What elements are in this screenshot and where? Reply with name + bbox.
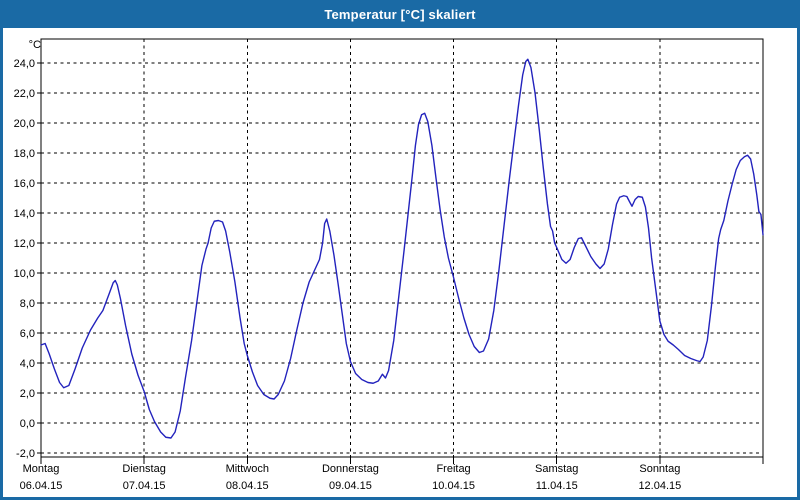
y-unit-label: °C [29, 39, 41, 51]
y-tick-label: 10,0 [14, 268, 35, 280]
y-tick-label: 8,0 [20, 298, 35, 310]
x-day-date-label: 10.04.15 [432, 480, 475, 492]
x-day-name-label: Freitag [436, 463, 470, 475]
x-day-date-label: 09.04.15 [329, 480, 372, 492]
x-day-date-label: 08.04.15 [226, 480, 269, 492]
grid [41, 39, 763, 457]
x-day-date-label: 06.04.15 [20, 480, 63, 492]
window-title: Temperatur [°C] skaliert [324, 6, 476, 22]
y-tick-label: 2,0 [20, 388, 35, 400]
x-day-name-label: Sonntag [639, 463, 680, 475]
x-day-name-label: Mittwoch [226, 463, 269, 475]
title-bar: Temperatur [°C] skaliert [3, 0, 797, 28]
y-tick-label: 16,0 [14, 178, 35, 190]
temperature-line [40, 58, 764, 439]
axes [37, 38, 764, 464]
y-tick-label: 0,0 [20, 418, 35, 430]
temperature-chart: -2,0 0,0 2,0 4,0 6,0 8,0 10,0 12,0 14,0 16,0 18,0 2… [14, 38, 764, 492]
x-day-name-label: Dienstag [122, 463, 165, 475]
plot-border [40, 38, 764, 458]
x-day-date-label: 07.04.15 [123, 480, 166, 492]
y-tick-label: 22,0 [14, 88, 35, 100]
x-day-name-label: Donnerstag [322, 463, 379, 475]
y-tick-label: 4,0 [20, 358, 35, 370]
y-tick-label: 20,0 [14, 118, 35, 130]
y-tick-label: 18,0 [14, 148, 35, 160]
axis-labels: -2,0 0,0 2,0 4,0 6,0 8,0 10,0 12,0 14,0 16,0 18,0 2… [14, 39, 682, 492]
chart-area: -2,0 0,0 2,0 4,0 6,0 8,0 10,0 12,0 14,0 16,0 18,0 2… [3, 28, 797, 497]
y-tick-label: 12,0 [14, 238, 35, 250]
x-day-name-label: Samstag [535, 463, 578, 475]
x-day-date-label: 11.04.15 [536, 480, 578, 492]
x-day-name-label: Montag [23, 463, 60, 475]
y-tick-label: 6,0 [20, 328, 35, 340]
y-tick-label: 24,0 [14, 58, 35, 70]
x-day-date-label: 12.04.15 [638, 480, 681, 492]
y-tick-label: -2,0 [16, 448, 35, 460]
y-tick-label: 14,0 [14, 208, 35, 220]
